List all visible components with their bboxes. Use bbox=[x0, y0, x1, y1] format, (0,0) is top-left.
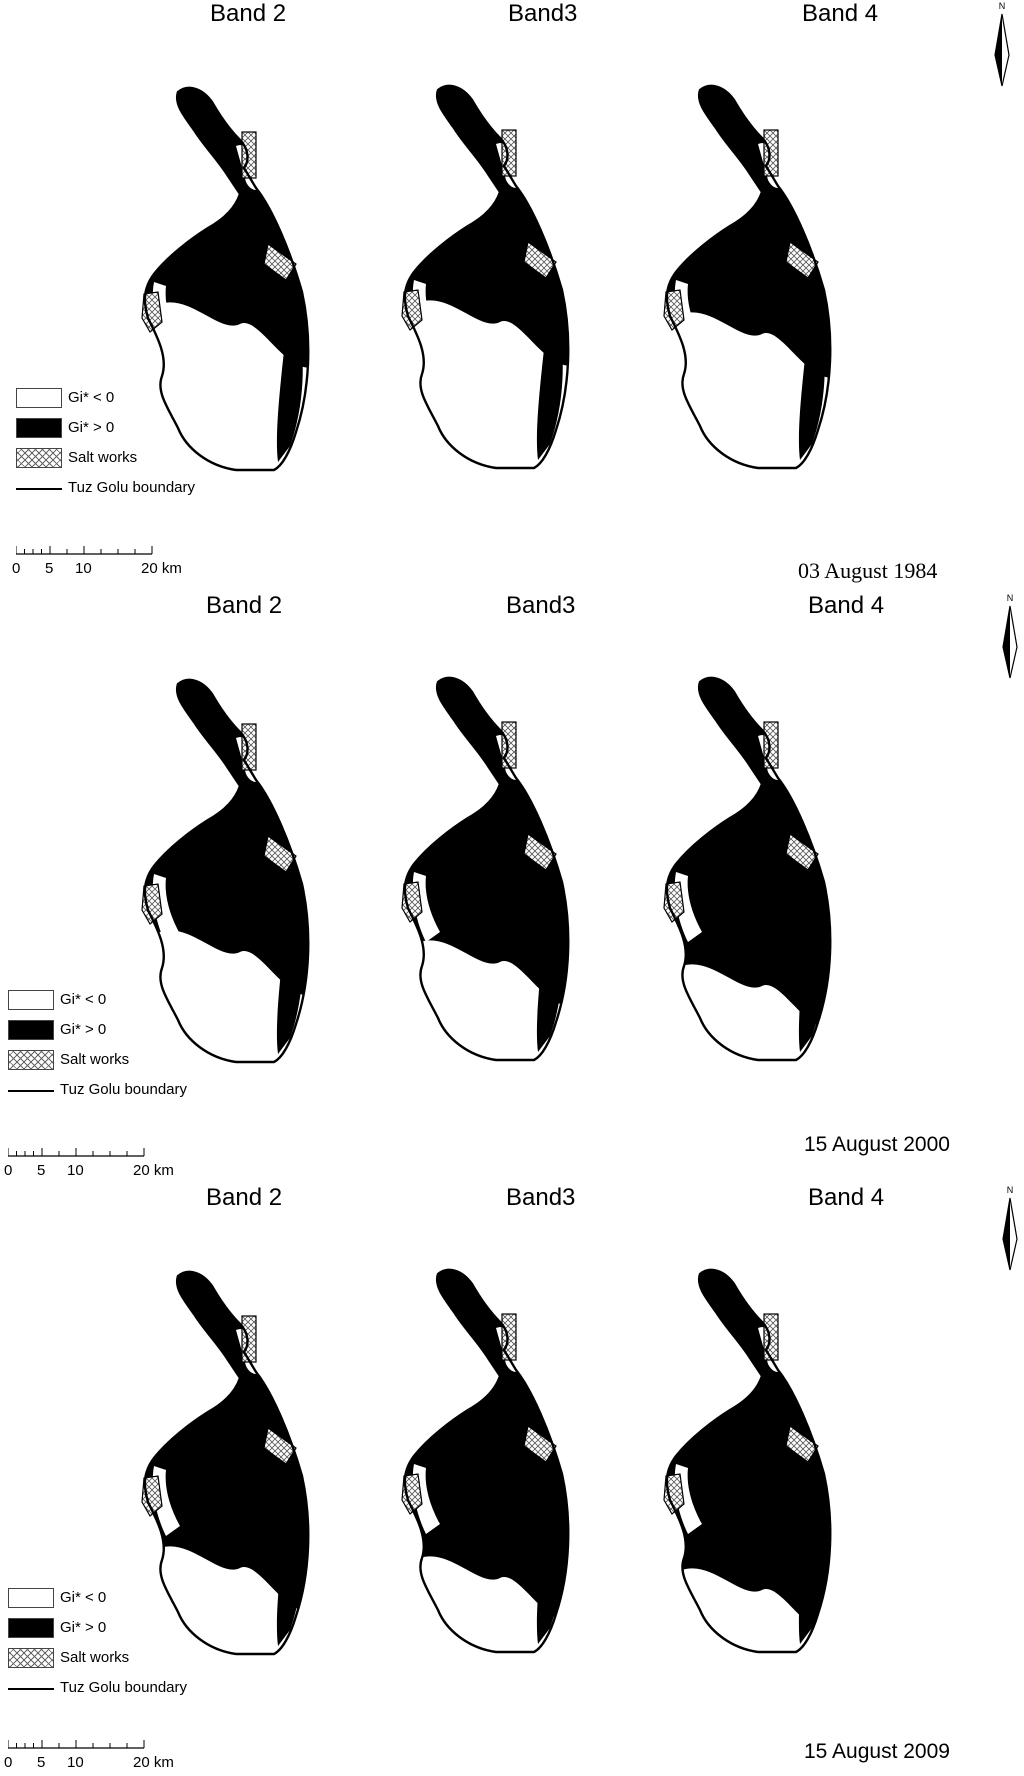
salt-works-area bbox=[663, 881, 685, 923]
salt-works-area bbox=[785, 832, 819, 871]
tuz-golu-boundary bbox=[665, 676, 832, 1062]
salt-works-area bbox=[763, 1313, 779, 1361]
salt-works-area bbox=[501, 721, 517, 769]
band-title: Band 2 bbox=[210, 0, 287, 27]
scale-bar: 0 5 10 20 km bbox=[4, 1736, 174, 1776]
salt-works-area bbox=[401, 881, 423, 923]
salt-works-area bbox=[241, 723, 257, 771]
salt-works-area bbox=[523, 240, 557, 279]
band-title: Band 4 bbox=[802, 0, 879, 27]
date-label: 03 August 1984 bbox=[798, 558, 938, 583]
salt-works-area bbox=[501, 1313, 517, 1361]
north-arrow-icon: N bbox=[998, 1184, 1022, 1279]
lake-maps-1984 bbox=[141, 84, 832, 472]
scale-bar: 0 5 10 20 km bbox=[4, 1144, 174, 1184]
lake-map-band-4 bbox=[663, 676, 832, 1062]
band-title: Band3 bbox=[508, 0, 578, 27]
lake-maps-2009 bbox=[141, 1268, 832, 1656]
scale-tick-20: 20 km bbox=[141, 560, 182, 577]
band-title: Band3 bbox=[506, 1184, 576, 1211]
lake-map-band-3 bbox=[401, 676, 570, 1062]
salt-works-area bbox=[263, 242, 297, 281]
scale-tick-20: 20 km bbox=[133, 1754, 174, 1771]
lake-map-band-3 bbox=[401, 1268, 570, 1654]
north-label: N bbox=[1007, 1185, 1014, 1195]
salt-works-area bbox=[241, 1315, 257, 1363]
north-label: N bbox=[1007, 593, 1014, 603]
salt-works-area bbox=[141, 1475, 163, 1517]
legend: Gi* < 0 Gi* > 0 Salt works Tuz Golu boun… bbox=[8, 1588, 208, 1698]
scale-tick-5: 5 bbox=[37, 1162, 46, 1179]
scale-tick-10: 10 bbox=[67, 1162, 84, 1179]
tuz-golu-boundary bbox=[143, 1270, 310, 1656]
north-arrow-icon: N bbox=[990, 0, 1014, 95]
band-title: Band 4 bbox=[808, 592, 885, 619]
legend: Gi* < 0 Gi* > 0 Salt works Tuz Golu boun… bbox=[8, 990, 208, 1100]
salt-works-area bbox=[523, 1424, 557, 1463]
panel-row-2000: Band 2 Band3 Band 4 N Gi* < 0 Gi* > 0 Sa… bbox=[0, 592, 1024, 1184]
lake-maps-2000 bbox=[141, 676, 832, 1064]
salt-works-area bbox=[663, 289, 685, 331]
panel-row-2009: Band 2 Band3 Band 4 N Gi* < 0 Gi* > 0 Sa… bbox=[0, 1184, 1024, 1776]
salt-works-area bbox=[401, 289, 423, 331]
salt-works-area bbox=[501, 129, 517, 177]
tuz-golu-boundary bbox=[143, 678, 310, 1064]
date-label: 15 August 2009 bbox=[804, 1740, 950, 1763]
scale-tick-5: 5 bbox=[45, 560, 54, 577]
panel-row-1984: Band 2 Band3 Band 4 N Gi* < 0 Gi* > 0 Sa… bbox=[0, 0, 1024, 592]
salt-works-area bbox=[241, 131, 257, 179]
date-label: 15 August 2000 bbox=[804, 1133, 950, 1156]
legend: Gi* < 0 Gi* > 0 Salt works Tuz Golu boun… bbox=[16, 388, 216, 498]
scale-tick-0: 0 bbox=[4, 1754, 13, 1771]
north-label: N bbox=[999, 1, 1006, 11]
scale-tick-0: 0 bbox=[12, 560, 21, 577]
scale-tick-10: 10 bbox=[75, 560, 92, 577]
salt-works-area bbox=[523, 832, 557, 871]
lake-map-band-4 bbox=[663, 84, 832, 470]
salt-works-area bbox=[141, 291, 163, 333]
scale-tick-0: 0 bbox=[4, 1162, 13, 1179]
band-title: Band3 bbox=[506, 592, 576, 619]
north-arrow-icon: N bbox=[998, 592, 1022, 687]
salt-works-area bbox=[263, 1426, 297, 1465]
salt-works-area bbox=[785, 240, 819, 279]
salt-works-area bbox=[763, 129, 779, 177]
scale-tick-5: 5 bbox=[37, 1754, 46, 1771]
scale-tick-10: 10 bbox=[67, 1754, 84, 1771]
scale-tick-20: 20 km bbox=[133, 1162, 174, 1179]
tuz-golu-boundary bbox=[665, 1268, 832, 1654]
tuz-golu-boundary bbox=[143, 86, 310, 472]
salt-works-area bbox=[141, 883, 163, 925]
tuz-golu-boundary bbox=[403, 84, 570, 470]
salt-works-area bbox=[401, 1473, 423, 1515]
lake-map-band-4 bbox=[663, 1268, 832, 1654]
tuz-golu-boundary bbox=[665, 84, 832, 470]
salt-works-area bbox=[785, 1424, 819, 1463]
band-title: Band 4 bbox=[808, 1184, 885, 1211]
salt-works-area bbox=[263, 834, 297, 873]
salt-works-area bbox=[763, 721, 779, 769]
tuz-golu-boundary bbox=[403, 1268, 570, 1654]
band-title: Band 2 bbox=[206, 592, 283, 619]
tuz-golu-boundary bbox=[403, 676, 570, 1062]
scale-bar: 0 5 10 20 km bbox=[12, 542, 182, 582]
lake-map-band-3 bbox=[401, 84, 570, 470]
salt-works-area bbox=[663, 1473, 685, 1515]
band-title: Band 2 bbox=[206, 1184, 283, 1211]
